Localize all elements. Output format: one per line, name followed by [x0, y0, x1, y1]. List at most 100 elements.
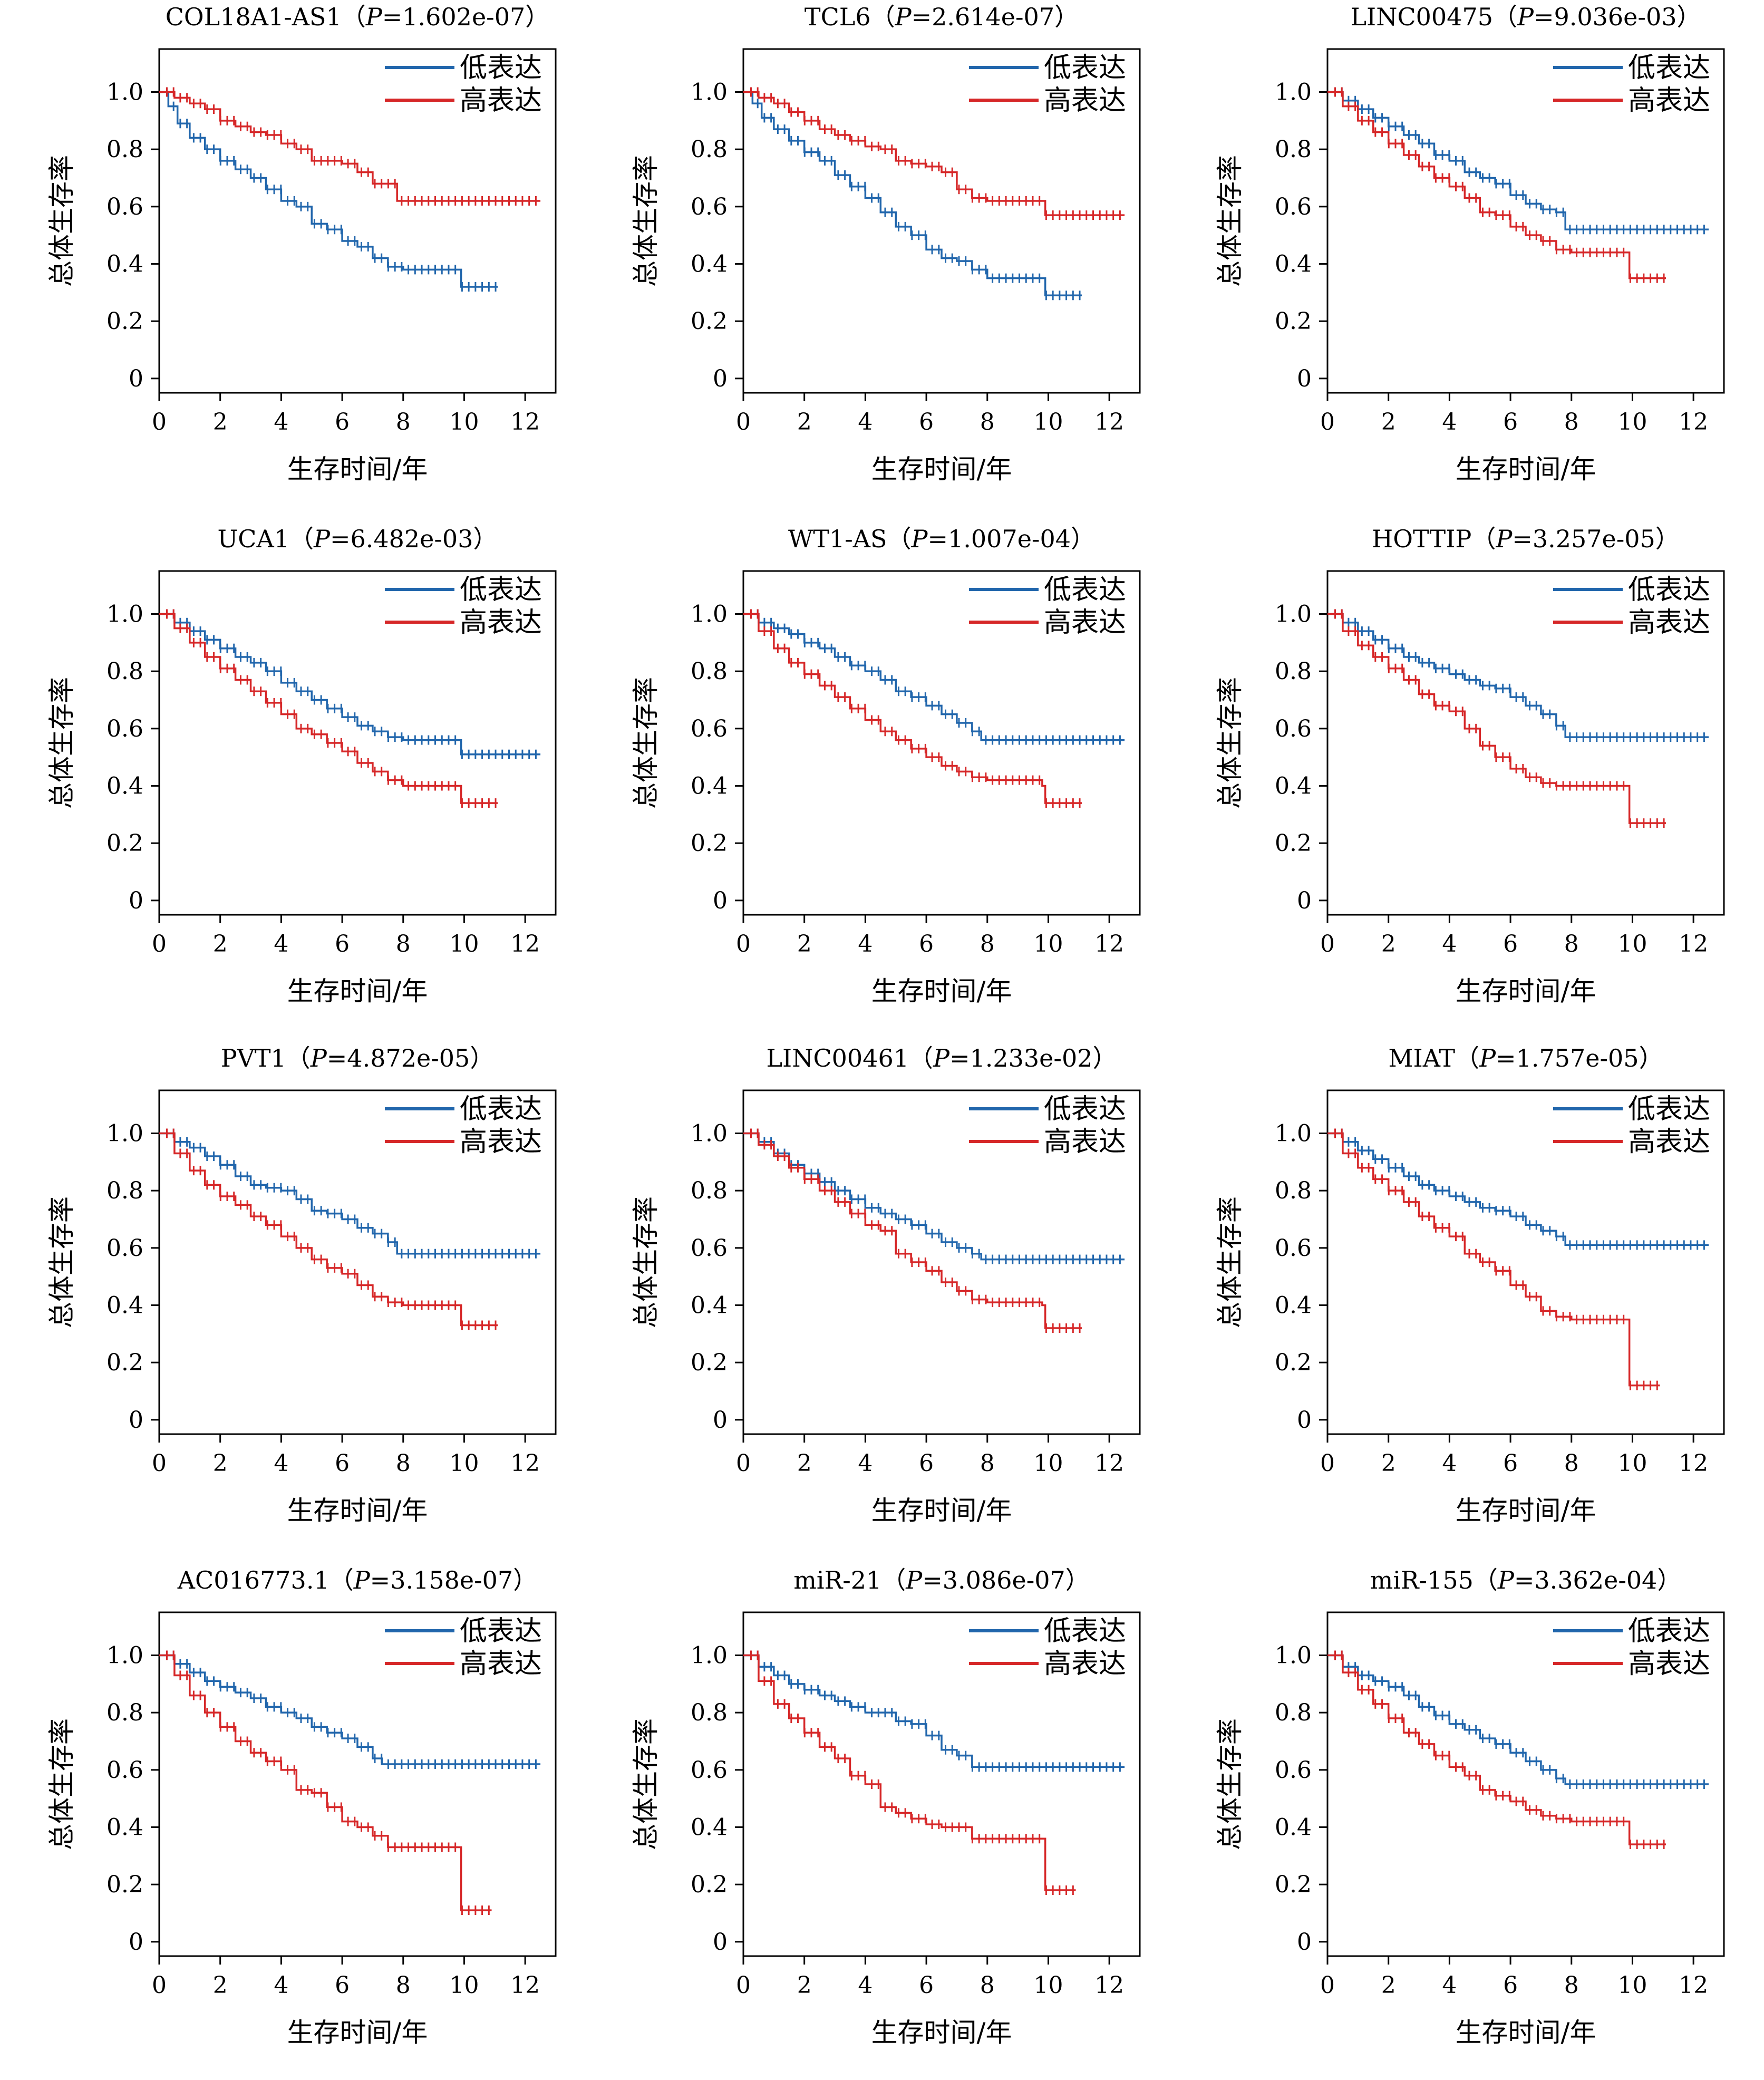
x-tick-label: 6	[919, 931, 934, 957]
y-tick-label: 0	[713, 887, 728, 914]
y-tick-label: 0	[1297, 365, 1312, 392]
x-tick-label: 4	[274, 409, 288, 436]
x-tick-label: 2	[213, 409, 228, 436]
x-tick-label: 6	[919, 1450, 934, 1477]
censor-marks-low	[1334, 1650, 1705, 1789]
x-axis-title: 生存时间/年	[871, 976, 1012, 1007]
title-gene: UCA1（	[218, 525, 314, 553]
km-panel-wt1-as: WT1-AS（P=1.007e-04） 0 0.2 0.4 0.6 0.8 1.0 0 2 4 6 8…	[584, 522, 1164, 1039]
y-tick-label: 0.6	[691, 715, 728, 742]
title-p-value: =3.257e-05）	[1512, 525, 1680, 553]
x-tick-label: 0	[736, 1972, 751, 1999]
x-tick-label: 10	[1617, 1972, 1647, 1999]
censor-marks-low	[166, 1650, 537, 1769]
title-p-value: =1.757e-05）	[1496, 1044, 1663, 1072]
x-tick-label: 8	[1564, 931, 1579, 957]
x-tick-label: 12	[510, 1450, 540, 1477]
title-p-symbol: P	[353, 1566, 371, 1594]
chart-title: AC016773.1（P=3.158e-07）	[177, 1566, 537, 1594]
x-tick-label: 10	[1033, 1972, 1063, 1999]
km-panel-ac016773-1: AC016773.1（P=3.158e-07） 0 0.2 0.4 0.6 0.8 1.0 0…	[0, 1563, 580, 2080]
title-p-symbol: P	[1497, 1566, 1515, 1594]
y-tick-label: 0.6	[691, 1235, 728, 1262]
km-plot: COL18A1-AS1（P=1.602e-07） 0 0.2 0.4 0.6 0.8 1.0…	[46, 3, 557, 485]
title-p-symbol: P	[310, 1044, 327, 1072]
x-tick-label: 0	[1320, 409, 1335, 436]
x-tick-label: 10	[1617, 931, 1647, 957]
y-tick-label: 0.8	[106, 136, 143, 163]
x-tick-label: 12	[1679, 1450, 1708, 1477]
y-tick-label: 1.0	[106, 1120, 143, 1147]
x-tick-label: 2	[213, 931, 228, 957]
y-tick-label: 0.8	[691, 136, 728, 163]
x-tick-label: 2	[797, 409, 812, 436]
x-tick-label: 4	[1442, 1450, 1457, 1477]
km-panel-col18a1-as1: COL18A1-AS1（P=1.602e-07） 0 0.2 0.4 0.6 0.8 1.0…	[0, 0, 580, 517]
chart-title: COL18A1-AS1（P=1.602e-07）	[166, 3, 550, 31]
x-tick-label: 6	[1503, 409, 1518, 436]
y-axis-title: 总体生存率	[46, 1196, 77, 1328]
chart-title: PVT1（P=4.872e-05）	[221, 1044, 495, 1072]
y-tick-label: 0.4	[106, 251, 143, 278]
chart-title: WT1-AS（P=1.007e-04）	[788, 525, 1095, 553]
y-tick-label: 0	[129, 365, 143, 392]
x-tick-label: 8	[1564, 1972, 1579, 1999]
y-tick-label: 1.0	[691, 1642, 728, 1669]
censor-marks-low	[750, 1650, 1121, 1772]
title-gene: AC016773.1（	[177, 1566, 354, 1594]
x-tick-label: 4	[858, 1450, 873, 1477]
x-tick-label: 0	[152, 1450, 167, 1477]
y-tick-label: 0.2	[691, 830, 728, 857]
legend-label-high: 高表达	[460, 85, 542, 117]
axes-frame	[742, 1089, 1141, 1435]
title-gene: LINC00475（	[1351, 3, 1518, 31]
chart-title: UCA1（P=6.482e-03）	[218, 525, 498, 553]
chart-title: miR-155（P=3.362e-04）	[1370, 1566, 1682, 1594]
x-tick-label: 6	[1503, 931, 1518, 957]
legend-label-low: 低表达	[460, 574, 542, 606]
y-tick-label: 0.8	[691, 658, 728, 685]
x-tick-label: 0	[1320, 1972, 1335, 1999]
legend-label-low: 低表达	[1044, 574, 1126, 606]
x-tick-label: 2	[797, 931, 812, 957]
km-curve-low-expression	[743, 613, 1125, 741]
km-plot: MIAT（P=1.757e-05） 0 0.2 0.4 0.6 0.8 1.0 0 2 4 6 8 10…	[1215, 1044, 1725, 1526]
legend-label-low: 低表达	[1628, 574, 1710, 606]
censor-marks-high	[166, 87, 537, 206]
title-p-symbol: P	[1517, 3, 1534, 31]
y-tick-label: 0	[129, 887, 143, 914]
y-tick-label: 0.2	[691, 308, 728, 335]
y-tick-label: 0.2	[1275, 1871, 1312, 1898]
x-tick-label: 0	[736, 409, 751, 436]
x-tick-label: 10	[449, 931, 479, 957]
x-tick-label: 6	[335, 1972, 350, 1999]
km-plot: PVT1（P=4.872e-05） 0 0.2 0.4 0.6 0.8 1.0 0 2 4 6 8 10…	[46, 1044, 557, 1526]
axes-frame	[158, 1611, 557, 1957]
legend-label-low: 低表达	[1628, 1615, 1710, 1647]
km-curve-low-expression	[1327, 1654, 1709, 1785]
x-tick-label: 4	[274, 1972, 288, 1999]
x-axis-title: 生存时间/年	[1456, 976, 1596, 1007]
y-tick-label: 0.2	[106, 1349, 143, 1376]
x-axis-title: 生存时间/年	[287, 976, 428, 1007]
x-tick-label: 8	[980, 1972, 995, 1999]
x-tick-label: 0	[736, 1450, 751, 1477]
x-tick-label: 2	[213, 1972, 228, 1999]
y-tick-label: 0.4	[106, 1292, 143, 1319]
censor-marks-high	[1334, 1128, 1658, 1390]
censor-marks-low	[750, 87, 1081, 301]
km-plot: miR-155（P=3.362e-04） 0 0.2 0.4 0.6 0.8 1.0 0 2 4 6…	[1215, 1566, 1725, 2048]
km-curve-high-expression	[1327, 613, 1666, 824]
y-tick-label: 0.4	[106, 1814, 143, 1841]
x-tick-label: 4	[858, 409, 873, 436]
y-tick-label: 0.6	[1275, 1757, 1312, 1784]
y-tick-label: 0.4	[691, 773, 728, 800]
y-axis-title: 总体生存率	[46, 677, 77, 809]
x-axis-title: 生存时间/年	[871, 1495, 1012, 1526]
x-tick-label: 12	[1094, 1450, 1124, 1477]
y-tick-label: 0.8	[106, 658, 143, 685]
y-axis-title: 总体生存率	[1215, 1196, 1245, 1328]
x-tick-label: 4	[1442, 931, 1457, 957]
km-curve-low-expression	[743, 91, 1082, 297]
y-tick-label: 0.4	[106, 773, 143, 800]
